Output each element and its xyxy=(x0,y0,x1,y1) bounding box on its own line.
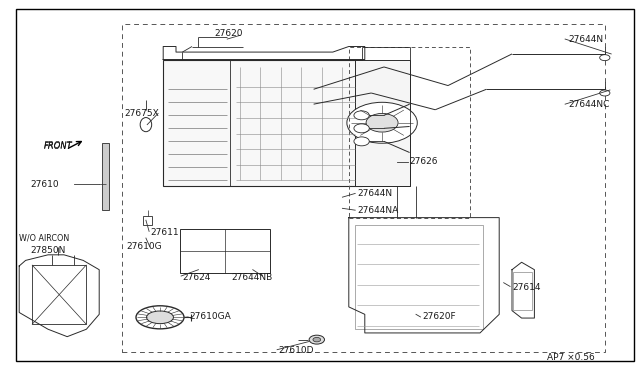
Text: 27610GA: 27610GA xyxy=(189,312,231,321)
Bar xyxy=(163,60,362,186)
Circle shape xyxy=(600,90,610,96)
Bar xyxy=(349,46,470,218)
Text: 27675X: 27675X xyxy=(125,109,159,118)
Circle shape xyxy=(354,111,369,120)
Text: AP7 ×0.56: AP7 ×0.56 xyxy=(547,353,595,362)
Bar xyxy=(355,60,410,186)
Circle shape xyxy=(354,124,369,133)
Text: 27624: 27624 xyxy=(182,273,211,282)
Text: 27626: 27626 xyxy=(410,157,438,166)
Text: 27611: 27611 xyxy=(150,228,179,237)
Text: FRONT: FRONT xyxy=(44,141,72,150)
Bar xyxy=(355,225,483,329)
Text: 27644NA: 27644NA xyxy=(357,206,398,215)
Ellipse shape xyxy=(147,311,173,324)
Bar xyxy=(143,216,152,225)
Circle shape xyxy=(347,102,417,143)
Text: 27644N: 27644N xyxy=(568,35,604,44)
Text: 27620: 27620 xyxy=(214,29,243,38)
Text: 27644NC: 27644NC xyxy=(568,100,610,109)
Text: 27620F: 27620F xyxy=(422,312,456,321)
Text: 27850N: 27850N xyxy=(31,246,66,255)
Bar xyxy=(32,265,86,324)
Text: 27610G: 27610G xyxy=(126,242,162,251)
Ellipse shape xyxy=(140,118,152,132)
Circle shape xyxy=(309,335,324,344)
Bar xyxy=(180,229,270,273)
Circle shape xyxy=(366,113,398,132)
Circle shape xyxy=(313,337,321,342)
Bar xyxy=(122,24,605,352)
Text: 27644NB: 27644NB xyxy=(232,273,273,282)
Text: W/O AIRCON: W/O AIRCON xyxy=(19,234,70,243)
Circle shape xyxy=(600,55,610,61)
Circle shape xyxy=(354,137,369,146)
Text: FRONT: FRONT xyxy=(44,142,72,151)
Text: 27644N: 27644N xyxy=(357,189,392,198)
Bar xyxy=(102,143,109,210)
Text: 27610D: 27610D xyxy=(278,346,314,355)
Text: 27610: 27610 xyxy=(31,180,60,189)
Text: 27614: 27614 xyxy=(512,283,541,292)
Bar xyxy=(513,272,532,310)
Ellipse shape xyxy=(136,306,184,329)
